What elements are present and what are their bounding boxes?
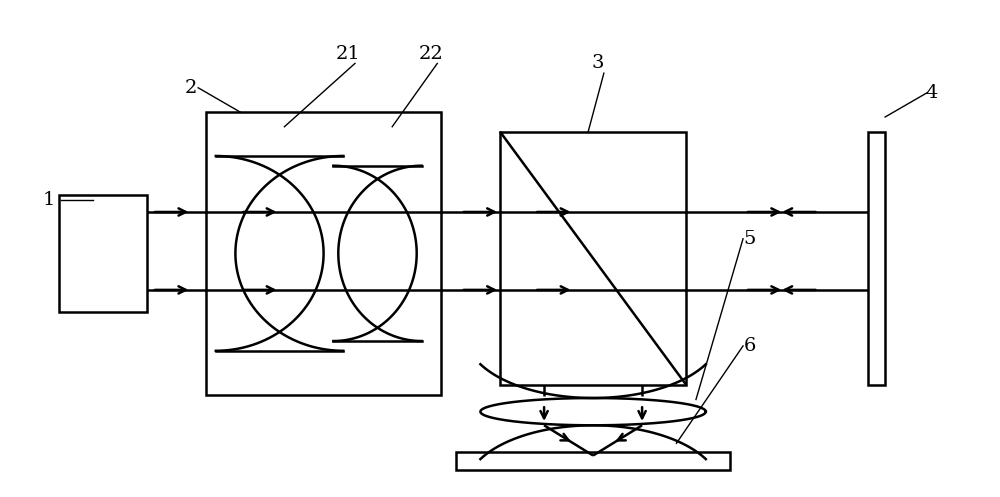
Bar — [456, 452, 730, 470]
Text: 21: 21 — [336, 45, 360, 63]
Text: 5: 5 — [744, 230, 756, 248]
Text: 4: 4 — [925, 83, 937, 102]
Bar — [500, 132, 686, 385]
Bar — [206, 112, 441, 395]
Bar — [868, 132, 885, 385]
Bar — [59, 195, 147, 312]
Text: 6: 6 — [744, 337, 756, 355]
Text: 2: 2 — [185, 79, 197, 97]
Text: 1: 1 — [43, 191, 55, 209]
Text: 22: 22 — [419, 45, 444, 63]
Text: 3: 3 — [592, 54, 604, 73]
